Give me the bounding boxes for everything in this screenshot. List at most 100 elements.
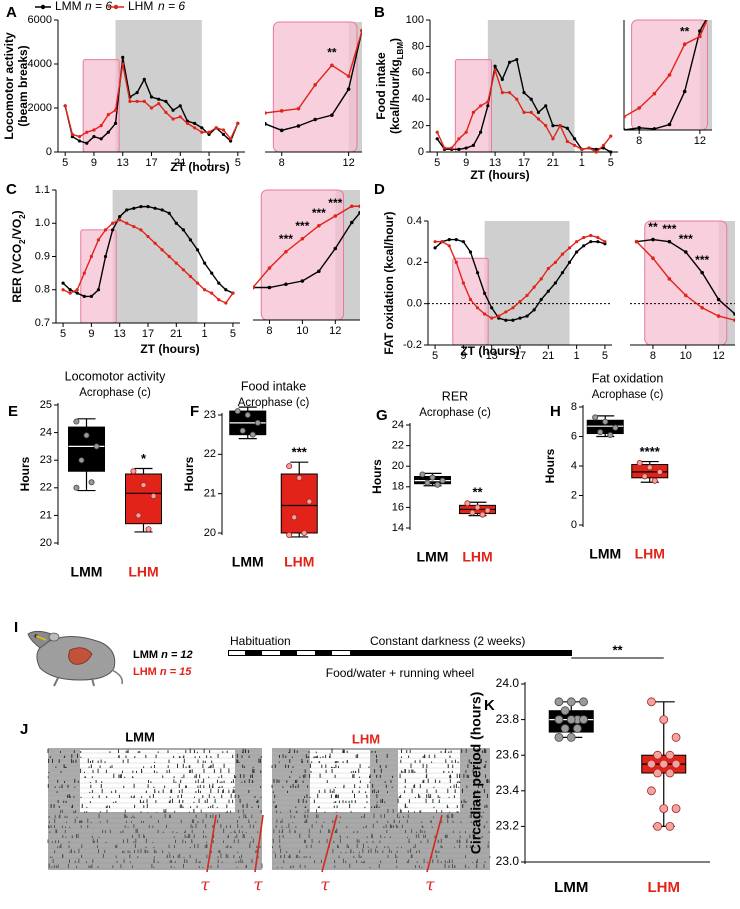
series-point: [573, 137, 577, 141]
chart-title: Fat oxidation: [592, 371, 664, 385]
series-point: [733, 312, 735, 316]
x-tick-label: 5: [60, 328, 66, 340]
data-point: [671, 733, 681, 742]
y-tick-label: 23.2: [496, 819, 520, 833]
activity-ticks: [50, 803, 259, 808]
significance-label: ***: [679, 232, 693, 246]
group-label: LHM n = 15: [133, 666, 192, 678]
label-subscript: 2: [18, 239, 27, 244]
series-point: [106, 130, 110, 134]
series-point: [99, 124, 103, 128]
series-point: [532, 285, 536, 289]
series-point: [317, 269, 321, 274]
period-line: [206, 814, 217, 873]
data-point: [554, 715, 564, 724]
data-point: [646, 464, 653, 471]
series-point: [358, 210, 360, 215]
y-tick-label: 0.8: [35, 284, 50, 296]
series-point: [82, 271, 86, 275]
y-tick-label: 4: [571, 460, 577, 472]
series-point: [546, 266, 550, 271]
series-point: [546, 289, 550, 293]
activity-ticks: [49, 753, 262, 758]
series-point: [683, 293, 688, 298]
series-point: [333, 246, 338, 251]
series-point: [231, 291, 235, 295]
series-point: [149, 95, 154, 99]
series-point: [135, 99, 139, 103]
activity-ticks: [290, 813, 483, 818]
series-point: [461, 240, 465, 244]
series-point: [229, 139, 233, 143]
data-point: [484, 507, 491, 514]
x-tick-label: 12: [329, 325, 341, 337]
chart-subtitle: Acrophase (c): [592, 389, 664, 401]
activity-ticks: [48, 768, 262, 773]
series-point: [637, 106, 641, 110]
series-point: [349, 220, 354, 225]
panel-letter: C: [6, 181, 17, 198]
x-tick-label: 9: [463, 157, 469, 169]
significance-label: ***: [695, 253, 709, 267]
x-tick-label: LHM: [128, 564, 158, 580]
y-axis-label: Hours: [182, 456, 196, 491]
series-point: [160, 248, 164, 252]
y-axis-label: RER (VCO2/VO2): [10, 210, 26, 302]
series-point: [435, 130, 439, 134]
series-point: [651, 237, 655, 242]
y-tick-label: 23: [204, 409, 216, 421]
series-point: [565, 139, 569, 144]
series-point: [210, 291, 214, 295]
data-point: [566, 733, 576, 742]
series-point: [221, 132, 226, 136]
series-point: [63, 104, 67, 108]
actograms: [47, 748, 491, 873]
legend-marker: [40, 4, 46, 10]
activity-ticks: [49, 828, 259, 833]
series-point: [146, 234, 150, 239]
x-tick-label: LMM: [71, 564, 103, 580]
series-point: [447, 238, 451, 242]
x-tick-label: 5: [235, 157, 241, 169]
series-point: [224, 288, 228, 292]
series-line: [253, 205, 360, 288]
series-point: [111, 228, 115, 232]
activity-ticks: [273, 778, 490, 783]
x-axis-label: ZT (hours): [470, 168, 529, 182]
activity-ticks: [47, 773, 253, 778]
data-point: [301, 530, 308, 537]
series-point: [193, 121, 197, 125]
series-point: [594, 147, 598, 151]
data-point: [560, 706, 570, 716]
series-point: [171, 108, 175, 112]
y-tick-label: 14: [392, 522, 404, 534]
data-point: [566, 715, 576, 724]
y-tick-label: 23.6: [496, 747, 520, 761]
x-tick-label: 21: [542, 350, 554, 362]
series-point: [596, 240, 600, 244]
x-tick-label: 13: [489, 157, 501, 169]
series-point: [511, 318, 515, 322]
series-point: [128, 99, 132, 103]
significance-label: **: [648, 220, 658, 234]
series-point: [118, 218, 122, 222]
series-point: [507, 60, 512, 64]
series-point: [75, 291, 79, 295]
significance-label: ***: [662, 222, 676, 236]
y-tick-label: 23.8: [496, 712, 520, 726]
series-point: [667, 239, 672, 244]
series-point: [567, 260, 572, 264]
data-point: [78, 457, 85, 464]
y-axis-label: Locomotor activity: [2, 32, 16, 140]
x-tick-label: 17: [518, 157, 530, 169]
series-point: [300, 279, 305, 283]
series-point: [142, 77, 146, 81]
y-tick-label: 18: [392, 481, 404, 493]
series-point: [468, 250, 473, 254]
y-tick-label: -0.2: [403, 339, 422, 351]
series-point: [164, 110, 168, 114]
x-tick-label: 21: [547, 157, 559, 169]
series-point: [160, 208, 164, 212]
series-point: [68, 288, 72, 292]
